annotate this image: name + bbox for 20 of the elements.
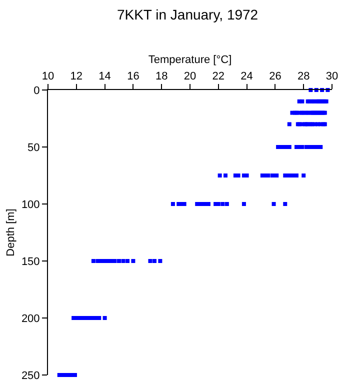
x-tick-label: 20 <box>184 70 196 83</box>
y-axis-title: Depth [m] <box>5 208 18 256</box>
x-tick-label: 26 <box>269 70 282 83</box>
x-tick-label: 22 <box>212 70 225 83</box>
x-tick-label: 18 <box>155 70 168 83</box>
x-tick-label: 16 <box>127 70 140 83</box>
x-tick-label: 14 <box>98 70 111 83</box>
x-axis-title: Temperature [°C] <box>148 54 232 66</box>
x-tick-label: 10 <box>42 70 54 83</box>
y-tick-label: 0 <box>34 84 40 97</box>
x-tick-label: 30 <box>326 70 338 83</box>
x-tick-label: 24 <box>240 70 253 83</box>
x-tick-label: 12 <box>70 70 83 83</box>
y-tick-label: 250 <box>21 370 40 382</box>
y-tick-label: 200 <box>21 312 40 325</box>
x-tick-label: 28 <box>297 70 310 83</box>
y-tick-label: 100 <box>21 198 40 211</box>
y-tick-label: 150 <box>21 256 40 268</box>
y-tick-label: 50 <box>28 142 40 154</box>
chart-title: 7KKT in January, 1972 <box>116 6 258 22</box>
